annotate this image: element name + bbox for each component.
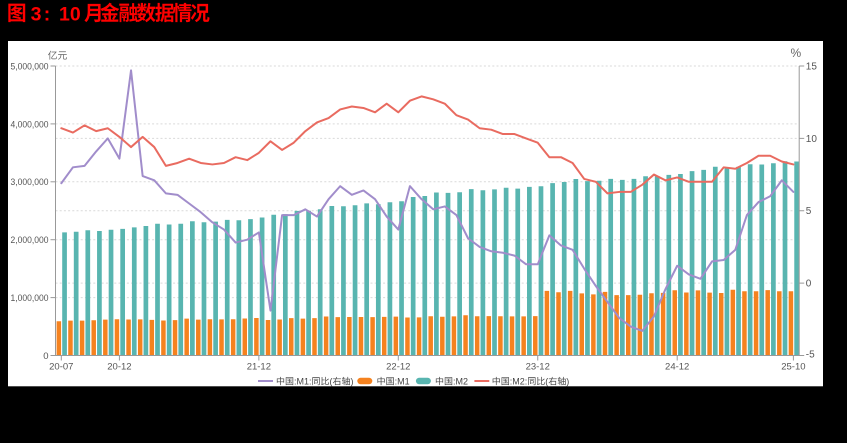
svg-text:24-12: 24-12	[665, 362, 689, 373]
svg-text::M1: :M1	[395, 376, 410, 386]
svg-text:23-12: 23-12	[526, 362, 550, 373]
svg-text:5,000,000: 5,000,000	[11, 61, 49, 72]
svg-text::: :	[44, 3, 51, 25]
svg-text:-5: -5	[806, 350, 815, 361]
svg-text:1,000,000: 1,000,000	[11, 293, 49, 304]
svg-text:%: %	[791, 46, 802, 60]
svg-text:(: (	[545, 376, 548, 386]
svg-text:20-12: 20-12	[107, 362, 131, 373]
svg-text:25-10: 25-10	[781, 362, 805, 373]
svg-text:21-12: 21-12	[247, 362, 271, 373]
svg-text:0: 0	[806, 279, 812, 290]
svg-text::M1:: :M1:	[294, 376, 312, 386]
svg-text:3: 3	[31, 3, 42, 25]
svg-text:): )	[566, 376, 569, 386]
svg-text:10: 10	[806, 134, 818, 145]
svg-text:22-12: 22-12	[386, 362, 410, 373]
svg-text::M2: :M2	[453, 376, 468, 386]
svg-text:15: 15	[806, 61, 818, 72]
svg-text::M2:: :M2:	[510, 376, 528, 386]
svg-text:): )	[351, 376, 354, 386]
svg-text:3,000,000: 3,000,000	[11, 177, 49, 188]
svg-text:2,000,000: 2,000,000	[11, 235, 49, 246]
svg-text:20-07: 20-07	[49, 362, 73, 373]
svg-text:0: 0	[43, 351, 48, 362]
svg-text:4,000,000: 4,000,000	[11, 119, 49, 130]
svg-text:5: 5	[806, 206, 812, 217]
svg-text:(: (	[330, 376, 333, 386]
svg-text:10: 10	[59, 3, 81, 25]
